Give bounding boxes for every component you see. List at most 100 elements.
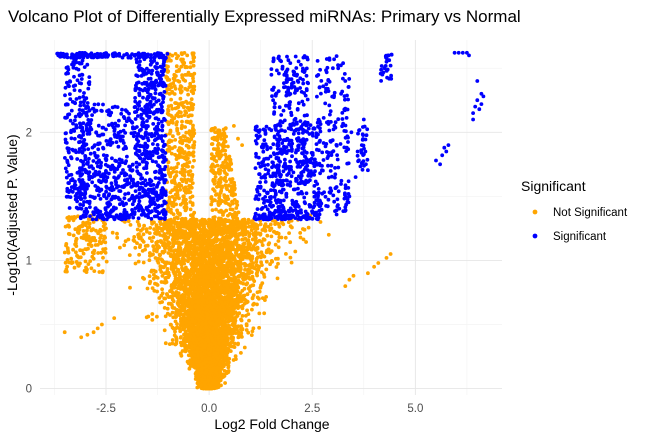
point-not-significant (170, 262, 175, 267)
point-not-significant (247, 318, 251, 323)
point-not-significant (160, 259, 165, 264)
point-not-significant (239, 351, 243, 355)
point-not-significant (147, 274, 152, 279)
point-not-significant (236, 341, 241, 346)
point-not-significant (182, 342, 187, 347)
point-not-significant (247, 224, 252, 229)
point-not-significant (225, 297, 230, 301)
point-not-significant (180, 305, 185, 310)
point-not-significant (170, 305, 175, 310)
point-not-significant (249, 333, 254, 337)
point-not-significant (162, 328, 167, 333)
point-not-significant (136, 259, 141, 264)
point-not-significant (174, 290, 179, 294)
point-not-significant (180, 349, 185, 353)
point-not-significant (174, 335, 179, 340)
point-not-significant (173, 329, 177, 334)
point-not-significant (221, 270, 226, 275)
point-not-significant (242, 345, 247, 350)
point-not-significant (190, 323, 194, 328)
point-not-significant (184, 267, 188, 272)
point-not-significant (237, 275, 242, 279)
point-not-significant (233, 310, 238, 315)
point-not-significant (191, 255, 195, 260)
point-not-significant (301, 237, 306, 242)
point-not-significant (226, 365, 231, 370)
point-not-significant (173, 319, 178, 324)
point-not-significant (143, 244, 148, 248)
point-not-significant (104, 259, 109, 264)
point-not-significant (239, 331, 244, 336)
point-not-significant (148, 226, 153, 230)
point-not-significant (217, 366, 222, 371)
point-not-significant (162, 232, 167, 236)
point-not-significant (186, 293, 191, 297)
point-not-significant (251, 326, 256, 331)
point-not-significant (293, 249, 298, 254)
point-not-significant (137, 232, 141, 237)
point-not-significant (239, 267, 243, 272)
point-not-significant (155, 289, 160, 294)
point-not-significant (184, 335, 189, 340)
point-not-significant (302, 227, 307, 232)
point-not-significant (122, 243, 127, 248)
point-not-significant (150, 286, 155, 290)
point-not-significant (188, 358, 193, 363)
point-not-significant (185, 339, 190, 343)
point-not-significant (242, 217, 247, 222)
point-not-significant (211, 326, 215, 331)
point-not-significant (147, 258, 152, 263)
point-not-significant (256, 231, 261, 236)
point-not-significant (189, 362, 194, 367)
point-not-significant (247, 234, 252, 239)
point-not-significant (190, 281, 195, 286)
point-not-significant (260, 243, 265, 248)
point-not-significant (240, 288, 245, 293)
point-not-significant (224, 256, 229, 260)
point-not-significant (262, 254, 267, 259)
point-not-significant (252, 301, 256, 306)
point-not-significant (162, 306, 167, 310)
point-not-significant (126, 219, 131, 224)
point-not-significant (139, 228, 143, 233)
point-not-significant (160, 300, 165, 304)
point-not-significant (202, 234, 207, 239)
point-not-significant (192, 243, 197, 248)
point-not-significant (180, 308, 184, 313)
point-not-significant (257, 289, 262, 294)
point-not-significant (288, 255, 293, 260)
point-not-significant (158, 222, 163, 227)
point-not-significant (217, 362, 222, 367)
point-not-significant (298, 231, 303, 235)
point-not-significant (264, 259, 269, 264)
point-not-significant (274, 256, 278, 261)
point-not-significant (234, 238, 239, 243)
point-not-significant (287, 231, 291, 236)
point-not-significant (147, 231, 152, 236)
point-not-significant (132, 239, 137, 243)
point-not-significant (252, 279, 257, 283)
point-not-significant (272, 229, 277, 234)
point-not-significant (195, 346, 200, 351)
point-not-significant (177, 326, 182, 331)
point-not-significant (288, 240, 293, 245)
point-not-significant (223, 381, 228, 385)
point-not-significant (167, 241, 172, 246)
point-not-significant (210, 249, 215, 253)
point-not-significant (127, 253, 132, 257)
point-not-significant (202, 288, 206, 293)
point-not-significant (229, 332, 234, 337)
point-not-significant (174, 310, 179, 314)
point-not-significant (236, 335, 241, 340)
point-not-significant (180, 300, 185, 305)
point-not-significant (210, 282, 215, 287)
point-not-significant (235, 314, 240, 318)
point-not-significant (189, 351, 194, 356)
point-not-significant (232, 241, 237, 246)
point-not-significant (138, 245, 142, 250)
point-not-significant (194, 299, 198, 304)
point-not-significant (248, 255, 253, 259)
point-not-significant (257, 325, 261, 330)
point-not-significant (231, 358, 236, 362)
point-not-significant (175, 293, 180, 298)
